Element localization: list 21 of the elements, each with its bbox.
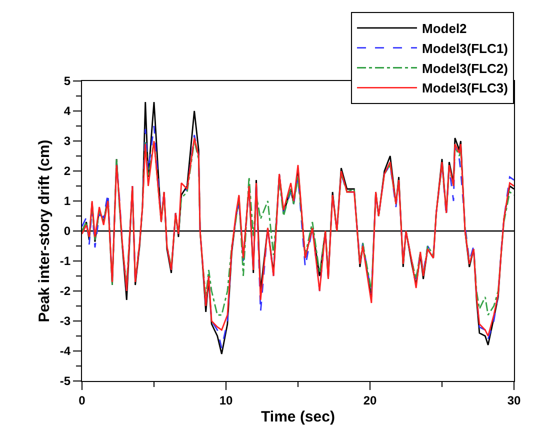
legend-label: Model2 <box>422 21 467 36</box>
y-tick-label: -4 <box>60 344 71 358</box>
y-tick-label: -3 <box>60 314 71 328</box>
y-tick-label: 4 <box>64 104 71 118</box>
y-axis-title: Peak inter-story drift (cm) <box>36 140 54 322</box>
x-tick-label: 20 <box>363 394 377 408</box>
y-tick-label: 5 <box>64 74 71 88</box>
y-tick-label: -1 <box>60 254 71 268</box>
x-axis-title: Time (sec) <box>261 408 335 426</box>
y-tick-label: -2 <box>60 284 71 298</box>
x-tick-label: 30 <box>507 394 521 408</box>
y-tick-label: 0 <box>64 224 71 238</box>
y-tick-label: -5 <box>60 374 71 388</box>
x-tick-label: 0 <box>78 394 86 408</box>
x-tick-label: 10 <box>219 394 233 408</box>
legend-label: Model3(FLC3) <box>422 80 508 96</box>
legend-label: Model3(FLC1) <box>422 40 508 56</box>
y-tick-label: 3 <box>64 134 71 148</box>
legend-label: Model3(FLC2) <box>422 60 508 76</box>
y-tick-label: 2 <box>64 164 71 178</box>
y-tick-label: 1 <box>64 194 71 208</box>
